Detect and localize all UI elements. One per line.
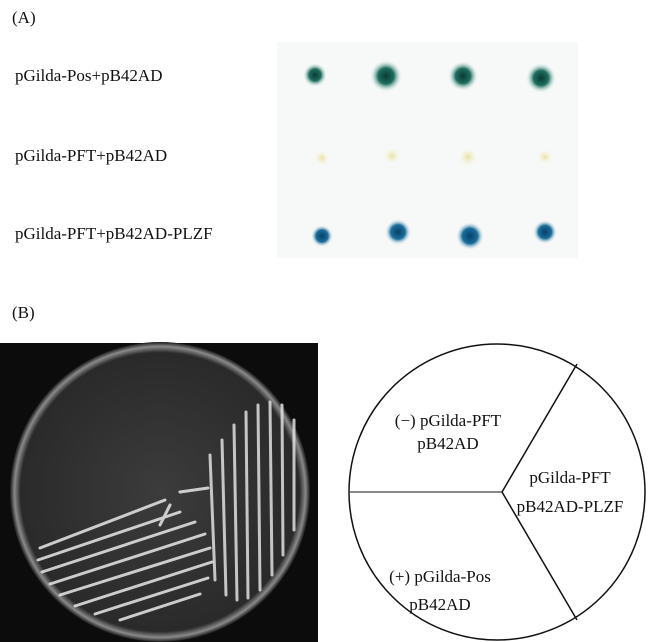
assay-image xyxy=(277,42,578,258)
sector-label: pB42AD xyxy=(409,595,470,614)
panel-label: (A) xyxy=(12,8,36,27)
figure: (A) pGilda-Pos+pB42AD pGilda-PFT+pB42AD … xyxy=(0,0,657,642)
plate-diagram xyxy=(349,344,645,640)
plate-photo xyxy=(0,342,318,642)
sector-label: (−) pGilda-PFT xyxy=(395,411,502,430)
sector-label: pGilda-PFT xyxy=(529,468,611,487)
row-label: pGilda-PFT+pB42AD-PLZF xyxy=(15,224,213,243)
row-label: pGilda-PFT+pB42AD xyxy=(15,146,167,165)
panel-label: (B) xyxy=(12,303,35,322)
row-label: pGilda-Pos+pB42AD xyxy=(15,66,162,85)
page: (A) pGilda-Pos+pB42AD pGilda-PFT+pB42AD … xyxy=(0,0,657,642)
sector-label: pB42AD-PLZF xyxy=(517,497,624,516)
sector-label: (+) pGilda-Pos xyxy=(389,567,491,586)
sector-label: pB42AD xyxy=(417,434,478,453)
